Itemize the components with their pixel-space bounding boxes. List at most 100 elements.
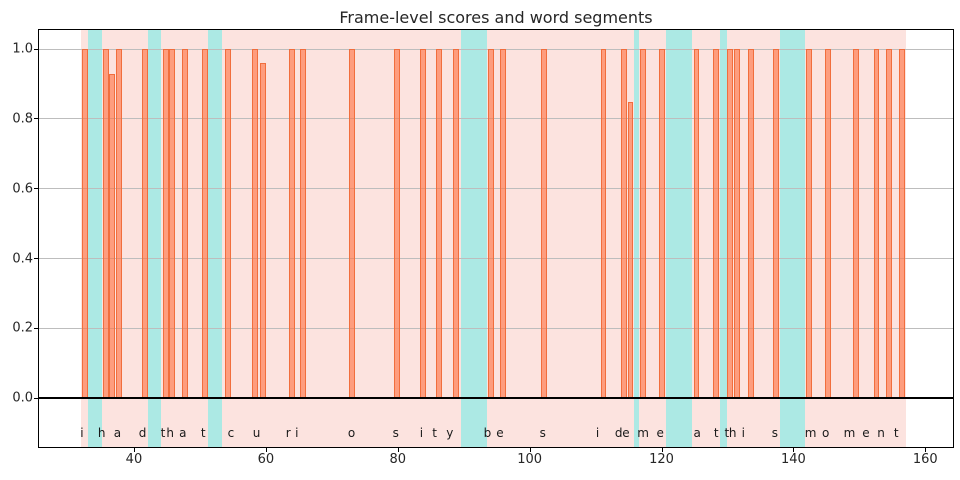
frame-score-bar	[435, 49, 442, 399]
y-gridline	[39, 188, 953, 190]
highlight-span	[780, 30, 805, 447]
frame-score-bar	[747, 49, 754, 399]
highlight-span	[88, 30, 102, 447]
y-gridline	[39, 48, 953, 50]
frame-score-bar	[659, 49, 666, 399]
aligned-letter-label: i	[295, 426, 299, 441]
aligned-letter-label: c	[227, 426, 235, 441]
x-tick-mark	[661, 448, 663, 452]
frame-score-bar	[109, 73, 116, 399]
frame-score-bar	[115, 49, 122, 399]
aligned-letter-label: i	[80, 426, 84, 441]
aligned-letter-label: y	[446, 426, 454, 441]
aligned-letter-label: i	[741, 426, 745, 441]
frame-score-bar	[693, 49, 700, 399]
x-tick-label: 80	[389, 452, 407, 467]
aligned-letter-label: a	[179, 426, 187, 441]
aligned-letter-label: m	[637, 426, 649, 441]
frame-score-bar	[600, 49, 607, 399]
highlight-span	[148, 30, 161, 447]
frame-score-bar	[541, 49, 548, 399]
x-tick-mark	[529, 448, 531, 452]
x-tick-mark	[265, 448, 267, 452]
aligned-letter-label: a	[693, 426, 701, 441]
frame-score-bar	[452, 49, 459, 399]
x-tick-mark	[925, 448, 927, 452]
highlight-span	[720, 30, 727, 447]
frame-score-bar	[394, 49, 401, 399]
highlight-span	[634, 30, 640, 447]
aligned-letter-label: t	[724, 426, 730, 441]
y-tick-mark	[34, 188, 38, 190]
aligned-letter-label: h	[728, 426, 737, 441]
y-tick-mark	[34, 48, 38, 50]
frame-score-bar	[853, 49, 859, 399]
frame-score-bar	[420, 49, 427, 399]
aligned-letter-label: t	[200, 426, 206, 441]
frame-score-bar	[627, 101, 634, 399]
aligned-letter-label: e	[496, 426, 504, 441]
frame-score-bar	[620, 49, 627, 399]
y-tick-label: 0.6	[12, 181, 33, 197]
aligned-letter-label: e	[622, 426, 630, 441]
frame-score-bar	[252, 49, 259, 399]
frame-score-bar	[727, 49, 734, 399]
y-tick-mark	[34, 258, 38, 260]
frame-score-bar	[300, 49, 307, 399]
x-tick-label: 140	[780, 452, 806, 467]
aligned-letter-label: t	[893, 426, 899, 441]
frame-score-bar	[898, 49, 905, 399]
aligned-letter-label: m	[843, 426, 856, 441]
y-tick-label: 0.4	[12, 251, 33, 267]
frame-score-bar	[169, 49, 176, 399]
highlight-span	[208, 30, 223, 447]
frame-score-bar	[713, 49, 720, 399]
frame-score-bar	[82, 49, 89, 399]
aligned-letter-label: t	[160, 426, 166, 441]
aligned-letter-label: d	[138, 426, 147, 441]
aligned-letter-label: e	[862, 426, 870, 441]
frame-score-bar	[202, 49, 209, 399]
x-tick-mark	[793, 448, 795, 452]
y-gridline	[39, 118, 953, 120]
aligned-letter-label: t	[713, 426, 719, 441]
x-tick-label: 60	[257, 452, 275, 467]
aligned-letter-label: b	[483, 426, 492, 441]
aligned-letter-label: a	[113, 426, 122, 441]
aligned-letter-label: o	[347, 426, 356, 441]
y-tick-label: 1.0	[12, 41, 33, 57]
highlight-span	[666, 30, 692, 447]
aligned-letter-label: h	[166, 426, 175, 441]
frame-score-bar	[500, 49, 507, 399]
chart-title: Frame-level scores and word segments	[339, 8, 653, 27]
x-tick-mark	[397, 448, 399, 452]
frame-score-bar	[348, 49, 355, 399]
x-tick-label: 160	[912, 452, 938, 467]
y-tick-label: 0.2	[12, 320, 33, 336]
y-gridline	[39, 258, 953, 260]
y-tick-mark	[34, 118, 38, 120]
x-tick-mark	[133, 448, 135, 452]
x-tick-label: 40	[125, 452, 143, 467]
frame-score-bar	[289, 49, 296, 399]
frame-score-bar	[640, 49, 646, 399]
frame-score-bar	[260, 63, 267, 399]
frame-score-bar	[886, 49, 892, 399]
aligned-letter-label: s	[539, 426, 546, 441]
y-tick-label: 0.0	[12, 390, 33, 406]
x-tick-label: 120	[649, 452, 674, 467]
frame-score-bar	[142, 49, 149, 399]
frame-score-bar	[162, 49, 169, 399]
highlight-span	[461, 30, 487, 447]
aligned-letter-label: n	[877, 426, 885, 441]
frame-score-bar	[805, 49, 812, 399]
aligned-letter-label: i	[419, 426, 424, 441]
frame-score-bar	[102, 49, 109, 399]
aligned-letter-label: e	[656, 426, 664, 441]
zero-baseline	[39, 397, 953, 400]
aligned-letter-label: r	[285, 426, 291, 441]
y-tick-mark	[34, 327, 38, 329]
y-tick-mark	[34, 397, 38, 399]
